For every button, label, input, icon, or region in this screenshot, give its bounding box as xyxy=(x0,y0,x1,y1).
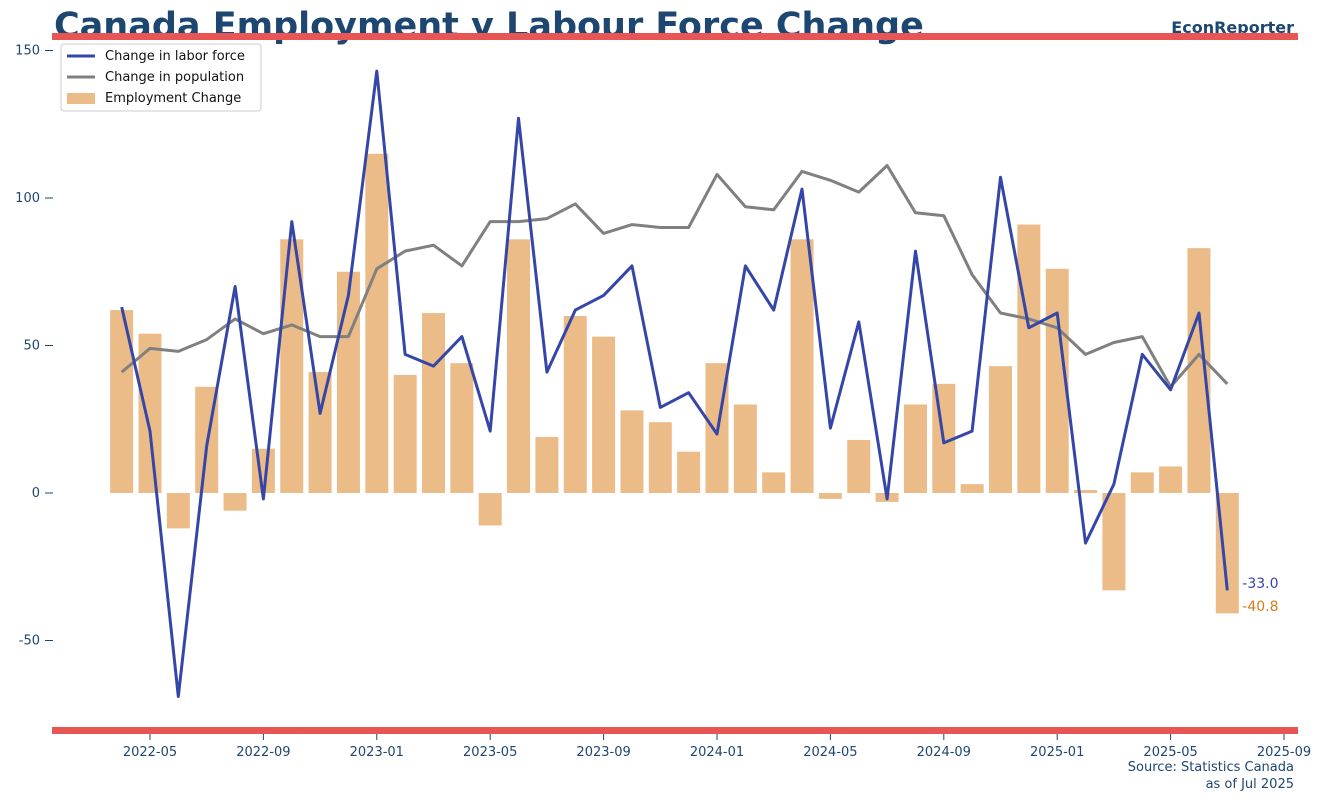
employment-bar xyxy=(1074,490,1098,493)
brand-label: EconReporter xyxy=(1171,18,1294,37)
employment-bar xyxy=(960,484,984,493)
y-tick-label: -50 xyxy=(19,634,40,649)
employment-bar xyxy=(450,363,474,493)
employment-bar xyxy=(1130,472,1154,493)
employment-bar xyxy=(223,493,247,511)
label-backdrop xyxy=(1239,594,1284,614)
x-tick-label: 2023-01 xyxy=(350,745,404,760)
employment-bar xyxy=(110,310,134,493)
y-tick-label: 150 xyxy=(15,44,40,59)
x-tick-label: 2023-09 xyxy=(576,745,630,760)
label-backdrop xyxy=(1239,571,1284,591)
legend: Change in labor force Change in populatio… xyxy=(60,43,262,112)
x-axis: 2022-05 2022-09 2023-01 2023-05 2023-09 2024-… xyxy=(123,734,1311,760)
bottom-rule xyxy=(52,727,1298,734)
employment-bar xyxy=(1159,466,1183,493)
employment-bar xyxy=(280,239,304,493)
legend-label: Change in population xyxy=(105,70,244,85)
employment-bar xyxy=(422,313,445,493)
x-tick-label: 2022-09 xyxy=(236,745,290,760)
legend-label: Change in labor force xyxy=(105,49,245,64)
end-labels: -33.0 -40.8 xyxy=(1239,571,1284,615)
employment-bar xyxy=(592,336,616,493)
population-line xyxy=(120,164,1229,389)
employment-bar xyxy=(903,404,927,493)
source-note: Source: Statistics Canada as of Jul 2025 xyxy=(1128,759,1294,793)
employment-bar xyxy=(166,493,190,529)
legend-label: Employment Change xyxy=(105,91,241,106)
labor-force-end-label: -33.0 xyxy=(1242,576,1278,592)
employment-bar xyxy=(535,436,559,493)
legend-swatch xyxy=(67,93,95,104)
x-tick-label: 2025-01 xyxy=(1030,745,1084,760)
x-tick-label: 2024-05 xyxy=(803,745,857,760)
y-axis: -50 0 50 100 150 xyxy=(15,44,53,649)
employment-bar xyxy=(1187,248,1211,493)
employment-bar xyxy=(393,375,417,493)
x-tick-label: 2024-01 xyxy=(690,745,744,760)
x-tick-label: 2025-05 xyxy=(1143,745,1197,760)
employment-bar xyxy=(989,366,1012,493)
x-tick-label: 2024-09 xyxy=(917,745,971,760)
employment-bar xyxy=(365,153,389,493)
as-of-line: as of Jul 2025 xyxy=(1205,777,1294,792)
x-tick-label: 2023-05 xyxy=(463,745,517,760)
employment-bar xyxy=(138,333,162,493)
source-line: Source: Statistics Canada xyxy=(1127,760,1294,775)
employment-bar xyxy=(1017,224,1041,494)
employment-bar xyxy=(507,239,531,493)
employment-bar xyxy=(648,422,672,493)
labor-force-line xyxy=(120,69,1229,698)
employment-bar xyxy=(677,451,701,493)
y-tick-label: 50 xyxy=(23,339,40,354)
top-rule xyxy=(52,33,1298,40)
x-tick-label: 2022-05 xyxy=(123,745,177,760)
employment-bar xyxy=(478,493,502,526)
y-tick-label: 0 xyxy=(32,486,40,501)
employment-bar xyxy=(1102,493,1126,591)
employment-bar xyxy=(790,239,814,493)
employment-bar xyxy=(336,271,360,493)
employment-bar xyxy=(847,439,871,493)
employment-bar xyxy=(818,493,842,499)
legend-box xyxy=(60,43,262,112)
y-tick-label: 100 xyxy=(15,191,40,206)
employment-bar xyxy=(308,372,332,493)
employment-bar xyxy=(563,316,587,493)
employment-end-label: -40.8 xyxy=(1242,599,1278,615)
series-lines xyxy=(120,69,1229,698)
employment-bar xyxy=(733,404,757,493)
x-tick-label: 2025-09 xyxy=(1257,745,1311,760)
employment-bar xyxy=(762,472,786,493)
employment-bar xyxy=(620,410,644,493)
employment-bars xyxy=(110,153,1239,614)
accent-rules xyxy=(52,33,1298,734)
